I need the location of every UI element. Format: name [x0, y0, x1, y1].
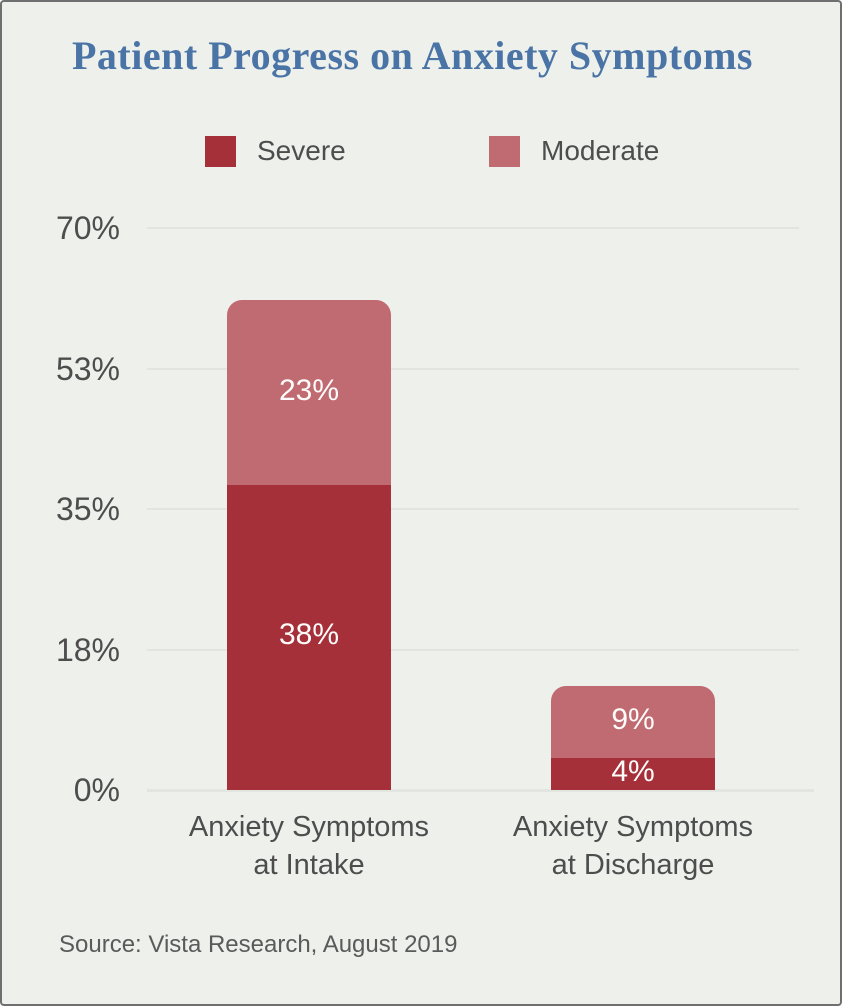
- bar-segment-moderate: 9%: [551, 685, 715, 758]
- chart-title: Patient Progress on Anxiety Symptoms: [72, 33, 753, 78]
- y-axis-tick-label: 70%: [55, 210, 120, 246]
- severe-swatch-icon: [205, 135, 236, 167]
- bar-value-label-severe: 38%: [278, 618, 340, 652]
- gridline: [147, 508, 799, 510]
- legend-item-severe: Severe: [205, 134, 346, 168]
- legend-item-moderate: Moderate: [489, 134, 659, 168]
- moderate-swatch-icon: [489, 135, 520, 167]
- x-axis-baseline: [147, 789, 814, 792]
- legend-label-severe: Severe: [257, 135, 346, 166]
- bar-value-label-severe: 4%: [611, 754, 655, 788]
- gridline: [147, 648, 799, 651]
- y-axis-tick-label: 18%: [55, 631, 120, 668]
- x-axis-category-label: Anxiety Symptoms at Discharge: [512, 811, 754, 881]
- gridline: [147, 227, 799, 229]
- legend-label-moderate: Moderate: [541, 135, 660, 166]
- bar-segment-moderate: 23%: [227, 300, 391, 485]
- bar-value-label-moderate: 9%: [611, 702, 655, 736]
- gridline: [147, 367, 799, 370]
- source-note: Source: Vista Research, August 2019: [59, 931, 458, 958]
- y-axis-tick-label: 35%: [55, 491, 120, 527]
- bar-segment-severe: 4%: [551, 754, 715, 790]
- x-axis-category-label: Anxiety Symptoms at Intake: [188, 811, 430, 881]
- y-axis-tick-label: 53%: [55, 350, 120, 387]
- bar-segment-severe: 38%: [227, 484, 391, 790]
- bar-value-label-moderate: 23%: [278, 373, 340, 407]
- y-axis-tick-label: 0%: [73, 772, 120, 808]
